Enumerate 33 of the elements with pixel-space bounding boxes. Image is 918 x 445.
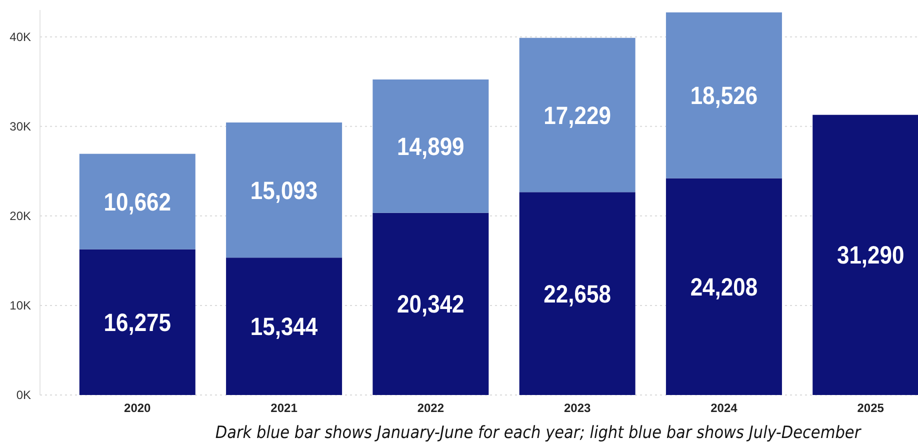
bar bbox=[666, 178, 782, 395]
data-label: 16,275 bbox=[104, 308, 172, 336]
bar bbox=[79, 249, 196, 395]
data-label: 22,658 bbox=[544, 280, 611, 308]
bar bbox=[79, 154, 196, 250]
y-tick-label: 20K bbox=[10, 209, 31, 224]
data-label: 17,229 bbox=[544, 101, 611, 130]
x-tick-label: 2024 bbox=[710, 401, 738, 415]
x-tick-label: 2021 bbox=[270, 401, 298, 415]
data-label: 10,662 bbox=[104, 188, 172, 216]
bar bbox=[226, 122, 342, 258]
data-label: 15,344 bbox=[250, 312, 318, 340]
data-label: 14,899 bbox=[397, 132, 464, 160]
bar bbox=[666, 12, 782, 178]
bar bbox=[226, 258, 342, 395]
y-tick-label: 10K bbox=[10, 298, 31, 313]
data-label: 20,342 bbox=[397, 290, 464, 318]
x-tick-label: 2022 bbox=[417, 401, 444, 415]
data-label: 15,093 bbox=[250, 176, 318, 204]
data-label: 18,526 bbox=[690, 82, 758, 110]
x-tick-label: 2023 bbox=[564, 401, 591, 415]
bar bbox=[519, 38, 636, 192]
bar bbox=[372, 212, 489, 395]
data-label: 31,290 bbox=[836, 241, 904, 269]
data-label: 24,208 bbox=[690, 273, 758, 301]
y-tick-label: 0K bbox=[16, 388, 31, 402]
bar bbox=[372, 79, 489, 213]
text: Dark blue bar shows January-June for each year; light blue bar shows July-December bbox=[215, 422, 862, 442]
bar bbox=[519, 192, 636, 395]
y-tick-label: 40K bbox=[10, 30, 31, 44]
x-tick-label: 2020 bbox=[124, 401, 152, 415]
x-tick-label: 2025 bbox=[857, 401, 884, 415]
y-tick-label: 30K bbox=[10, 120, 31, 134]
